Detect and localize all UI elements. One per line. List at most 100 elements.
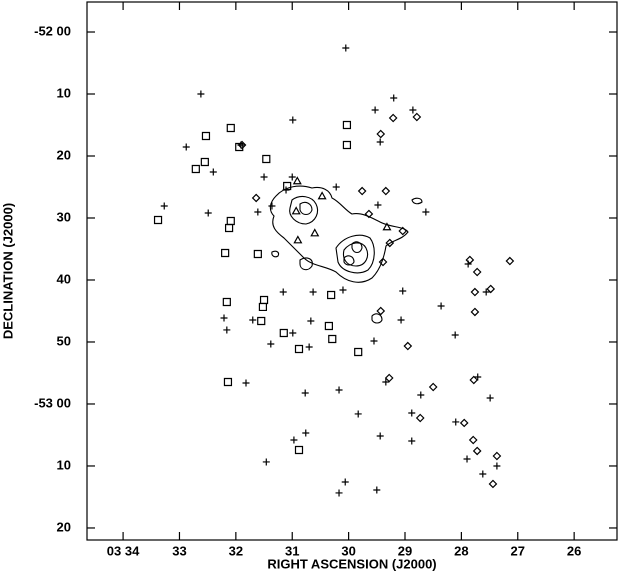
marker-diamond bbox=[428, 382, 438, 392]
marker-triangle bbox=[310, 228, 320, 237]
marker-plus bbox=[371, 106, 379, 114]
marker-square bbox=[222, 297, 231, 307]
marker-plus bbox=[242, 379, 250, 387]
marker-plus bbox=[305, 343, 313, 351]
marker-plus bbox=[254, 208, 262, 216]
marker-plus bbox=[390, 94, 398, 102]
contour bbox=[351, 241, 363, 254]
x-tick-label: 26 bbox=[567, 543, 581, 558]
marker-plus bbox=[397, 316, 405, 324]
marker-diamond bbox=[376, 306, 386, 316]
marker-square bbox=[224, 223, 234, 233]
marker-plus bbox=[486, 394, 494, 402]
marker-diamond bbox=[486, 284, 496, 294]
marker-plus bbox=[339, 286, 347, 294]
marker-plus bbox=[309, 288, 317, 296]
marker-plus bbox=[376, 138, 384, 146]
marker-square bbox=[201, 131, 211, 141]
marker-plus bbox=[482, 288, 490, 296]
marker-diamond bbox=[488, 479, 498, 489]
marker-plus bbox=[399, 287, 407, 295]
y-tick-label: 30 bbox=[57, 209, 71, 224]
marker-plus bbox=[288, 173, 296, 181]
y-tick-label: -53 00 bbox=[34, 395, 71, 410]
x-tick-label: 30 bbox=[341, 543, 355, 558]
marker-square bbox=[200, 157, 209, 167]
marker-square bbox=[153, 215, 163, 225]
marker-plus bbox=[290, 436, 298, 444]
marker-plus bbox=[452, 418, 460, 426]
marker-plus bbox=[409, 106, 417, 114]
marker-diamond bbox=[251, 193, 261, 203]
y-axis-label: DECLINATION (J2000) bbox=[0, 203, 15, 339]
y-tick-label: 40 bbox=[57, 271, 71, 286]
contour bbox=[269, 185, 409, 283]
x-tick-label: 32 bbox=[229, 543, 243, 558]
contour bbox=[299, 257, 313, 271]
marker-square bbox=[354, 347, 363, 357]
marker-plus bbox=[474, 373, 482, 381]
marker-square bbox=[324, 321, 333, 331]
marker-plus bbox=[209, 168, 217, 176]
marker-diamond bbox=[472, 267, 482, 277]
marker-diamond bbox=[403, 341, 413, 351]
marker-plus bbox=[376, 432, 384, 440]
marker-square bbox=[235, 142, 244, 152]
marker-plus bbox=[182, 143, 190, 151]
marker-square bbox=[342, 120, 352, 130]
x-tick-label: 03 34 bbox=[107, 543, 140, 558]
marker-diamond bbox=[505, 256, 515, 266]
marker-plus bbox=[332, 183, 340, 191]
marker-plus bbox=[220, 314, 228, 322]
marker-diamond bbox=[364, 209, 374, 219]
x-tick-label: 27 bbox=[511, 543, 525, 558]
marker-plus bbox=[463, 455, 471, 463]
marker-square bbox=[279, 328, 288, 338]
marker-square bbox=[342, 140, 352, 150]
marker-plus bbox=[289, 329, 297, 337]
marker-plus bbox=[437, 302, 445, 310]
marker-plus bbox=[408, 437, 416, 445]
marker-plus bbox=[260, 173, 268, 181]
y-tick-label: -52 00 bbox=[34, 23, 71, 38]
marker-square bbox=[294, 445, 304, 455]
marker-diamond bbox=[468, 435, 478, 445]
marker-diamond bbox=[398, 226, 408, 236]
x-tick-label: 29 bbox=[398, 543, 412, 558]
marker-plus bbox=[302, 429, 310, 437]
x-tick-label: 31 bbox=[285, 543, 299, 558]
marker-triangle bbox=[382, 222, 392, 231]
marker-diamond bbox=[469, 375, 479, 385]
marker-plus bbox=[160, 202, 168, 210]
marker-square bbox=[253, 249, 262, 259]
marker-diamond bbox=[459, 418, 469, 428]
x-tick-label: 28 bbox=[454, 543, 468, 558]
marker-plus bbox=[374, 201, 382, 209]
marker-diamond bbox=[388, 113, 398, 123]
marker-plus bbox=[301, 389, 309, 397]
contour bbox=[271, 250, 280, 258]
marker-plus bbox=[354, 410, 362, 418]
marker-square bbox=[294, 344, 304, 354]
marker-square bbox=[226, 216, 235, 226]
marker-diamond bbox=[470, 287, 480, 297]
marker-diamond bbox=[381, 186, 391, 196]
marker-square bbox=[283, 181, 292, 191]
marker-square bbox=[328, 334, 337, 344]
marker-square bbox=[262, 154, 271, 164]
y-tick-label: 10 bbox=[57, 85, 71, 100]
y-tick-label: 20 bbox=[57, 147, 71, 162]
x-axis-label: RIGHT ASCENSION (J2000) bbox=[267, 556, 436, 571]
marker-diamond bbox=[376, 129, 386, 139]
marker-square bbox=[226, 123, 235, 133]
marker-plus bbox=[335, 489, 343, 497]
y-tick-label: 20 bbox=[57, 519, 71, 534]
marker-diamond bbox=[357, 186, 367, 196]
marker-plus bbox=[197, 90, 205, 98]
marker-square bbox=[221, 248, 230, 258]
marker-plus bbox=[223, 326, 231, 334]
marker-plus bbox=[408, 409, 416, 417]
marker-diamond bbox=[415, 413, 425, 423]
marker-square bbox=[257, 316, 266, 326]
